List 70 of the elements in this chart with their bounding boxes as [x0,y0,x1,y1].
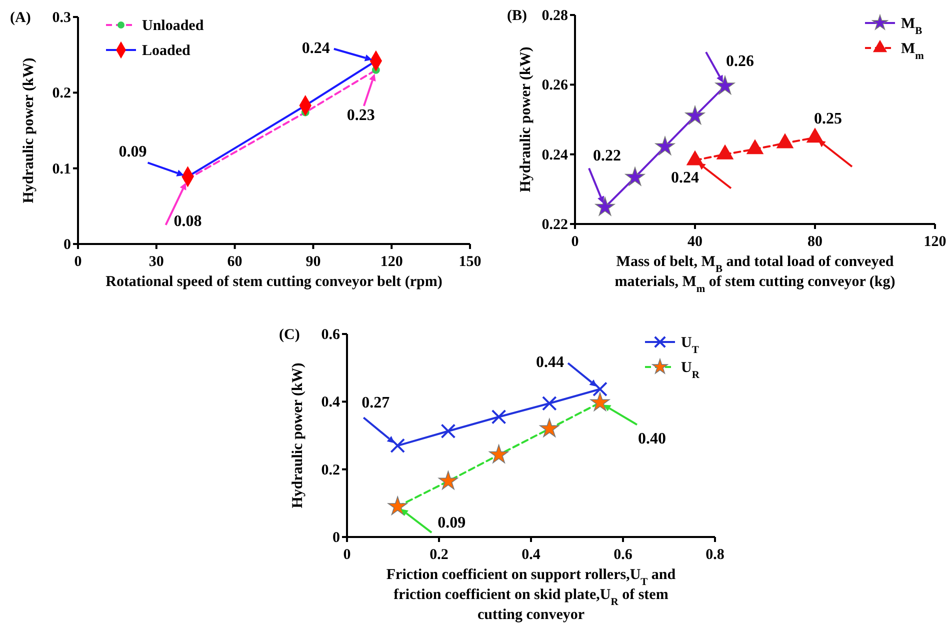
point [686,150,704,166]
y-tick-label: 0.6 [321,327,340,343]
y-tick-label: 0.2 [52,86,71,102]
legend-label: Loaded [142,43,192,59]
annotation: 0.08 [174,212,202,230]
y-tick-label: 0.3 [52,10,71,26]
y-tick-label: 0 [332,530,340,546]
point [438,470,458,490]
legend-label: M$_{B}$ [901,16,922,36]
annotation: 0.44 [536,354,564,372]
y-axis-title: Hydraulic power (kW) [21,58,37,204]
point [440,424,456,439]
point [746,140,764,154]
point [716,144,734,160]
chart-title: (C) [279,327,300,343]
y-tick-label: 0.26 [542,78,568,94]
point [488,444,509,464]
x-tick-label: 0 [571,234,579,250]
x-tick-label: 0.4 [522,547,541,563]
point [776,134,794,148]
annotation: 0.09 [118,144,147,161]
text: Mass of belt, M$_{B}$ and total load of conveyed materials, M$_{m}$ of stem cutting conveyor (kg) [614,254,896,294]
point [625,167,645,186]
annotation: 0.26 [726,53,754,70]
point [590,392,610,412]
annotation: 0.22 [593,147,621,164]
x-tick-label: 0.6 [614,547,633,563]
legend-label: U$_{R}$ [681,360,700,380]
text: Friction coefficient on support rollers,U$_{T}$ and friction coefficient on skid plate,U$_{R}$ of stem cutting conveyor [386,567,676,623]
y-tick-label: 0.24 [542,147,568,164]
annotation: 0.25 [814,110,842,128]
y-tick-label: 0.1 [52,161,71,178]
point [685,106,705,124]
chart-title: (A) [10,10,31,26]
point [491,409,506,424]
y-axis-title: Hydraulic power (kW) [290,362,306,508]
annotation: 0.09 [438,514,466,532]
x-tick-label: 80 [808,234,822,250]
point [806,128,824,143]
point [542,396,557,411]
point [388,496,408,515]
x-tick-label: 90 [306,254,321,270]
x-tick-label: 60 [227,254,242,270]
point [595,196,615,216]
legend-label: Unloaded [142,18,204,34]
chart-title: (B) [507,8,527,24]
annotation: 0.27 [362,394,390,412]
legend-label: U$_{T}$ [681,335,699,356]
y-tick-label: 0.28 [542,8,568,24]
y-axis-title: Hydraulic power (kW) [518,46,534,192]
x-tick-label: 30 [148,254,164,270]
point [715,76,735,94]
x-tick-label: 120 [380,254,403,270]
point [655,136,675,156]
x-tick-label: 0.8 [706,547,724,563]
x-tick-label: 0.2 [430,547,448,563]
x-tick-label: 120 [924,234,946,250]
x-tick-label: 150 [458,254,482,270]
annotation: 0.40 [638,430,666,448]
x-axis-title: Rotational speed of stem cutting conveyor belt (rpm) [106,274,442,290]
y-tick-label: 0.22 [542,217,568,233]
x-tick-label: 0 [343,547,351,563]
legend-label: M$_{m}$ [901,41,924,62]
point [540,418,560,438]
y-tick-label: 0.4 [321,394,340,411]
y-tick-label: 0.2 [321,462,340,478]
annotation: 0.23 [346,106,375,124]
annotation: 0.24 [671,169,699,186]
x-tick-label: 0 [74,254,82,270]
x-tick-label: 40 [688,234,702,250]
